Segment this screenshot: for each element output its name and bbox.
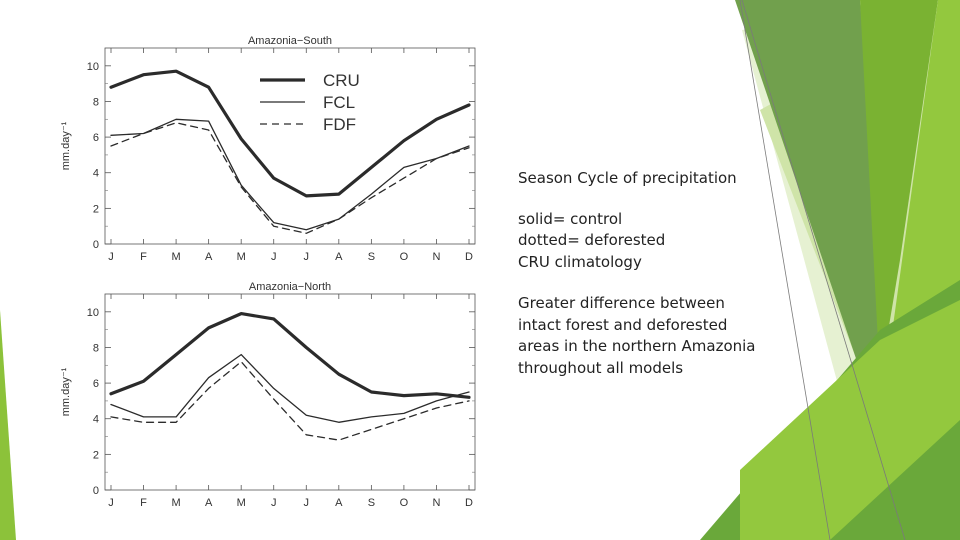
chart-amazonia-south: Amazonia−South 0 2 4 6 8 10 J F M A M J J A S O N Dmm.day⁻… <box>60 35 476 263</box>
series-line-fdf <box>110 361 470 441</box>
y-tick-label: 4 <box>93 168 99 180</box>
y-tick-label: 6 <box>93 378 99 390</box>
y-tick-label: 2 <box>93 449 99 461</box>
x-tick-label: J <box>304 251 310 263</box>
deco-line-a <box>739 0 831 540</box>
x-tick-label: D <box>465 251 473 263</box>
x-tick-label: M <box>172 251 181 263</box>
plot-frame <box>104 293 476 491</box>
x-tick-label: O <box>400 251 409 263</box>
y-tick-label: 10 <box>87 61 99 73</box>
x-tick-label: J <box>304 497 310 509</box>
deco-shape-left <box>0 310 16 540</box>
x-tick-label: J <box>271 251 277 263</box>
x-tick-label: O <box>400 497 409 509</box>
x-tick-label: N <box>432 251 440 263</box>
x-tick-label: N <box>432 497 440 509</box>
note-dotted: dotted= deforested <box>518 231 666 249</box>
note-solid: solid= control <box>518 209 623 228</box>
x-tick-label: S <box>368 251 375 263</box>
chart-title: Amazonia−South <box>248 35 332 47</box>
deco-shape-dark <box>735 0 890 400</box>
series-line-cru <box>109 311 471 399</box>
x-tick-label: J <box>108 251 114 263</box>
y-tick-label: 10 <box>87 307 99 319</box>
x-tick-label: A <box>335 497 343 509</box>
x-tick-label: F <box>140 251 147 263</box>
x-tick-label: A <box>205 251 213 263</box>
y-tick-label: 0 <box>93 485 99 497</box>
series-line-fcl <box>110 118 470 231</box>
x-tick-label: M <box>172 497 181 509</box>
chart-amazonia-north: Amazonia−North 0 2 4 6 8 10 J F M A M J J A S O N Dmm.day⁻… <box>60 281 476 509</box>
notes-finding: Greater difference between intact forest… <box>518 294 756 377</box>
x-tick-label: A <box>205 497 213 509</box>
series-line-fdf <box>110 122 470 234</box>
deco-shape-mid <box>860 0 938 380</box>
y-tick-label: 2 <box>93 203 99 215</box>
y-axis-label: mm.day⁻¹ <box>60 367 72 416</box>
x-tick-label: J <box>271 497 277 509</box>
x-tick-label: A <box>335 251 343 263</box>
chart-title: Amazonia−North <box>249 281 331 293</box>
legend-label-fdf: FDF <box>323 115 356 134</box>
x-tick-label: S <box>368 497 375 509</box>
series-line-cru <box>109 69 471 198</box>
x-tick-label: M <box>237 251 246 263</box>
x-tick-label: M <box>237 497 246 509</box>
y-tick-label: 8 <box>93 96 99 108</box>
y-tick-label: 8 <box>93 342 99 354</box>
x-tick-label: F <box>140 497 147 509</box>
x-tick-label: D <box>465 497 473 509</box>
y-axis-label: mm.day⁻¹ <box>60 121 72 170</box>
legend-label-fcl: FCL <box>323 93 355 112</box>
series-line-fcl <box>110 353 470 423</box>
y-tick-label: 6 <box>93 132 99 144</box>
deco-line-b <box>741 0 906 540</box>
legend-label-cru: CRU <box>323 71 360 90</box>
deco-shape-bottom-light <box>740 300 960 540</box>
y-tick-label: 0 <box>93 239 99 251</box>
y-tick-label: 4 <box>93 414 99 426</box>
x-tick-label: J <box>108 497 114 509</box>
slide-notes: Season Cycle of precipitation solid= con… <box>518 168 768 379</box>
note-cru: CRU climatology <box>518 252 642 271</box>
plot-frame <box>104 47 476 245</box>
notes-heading: Season Cycle of precipitation <box>518 169 737 187</box>
